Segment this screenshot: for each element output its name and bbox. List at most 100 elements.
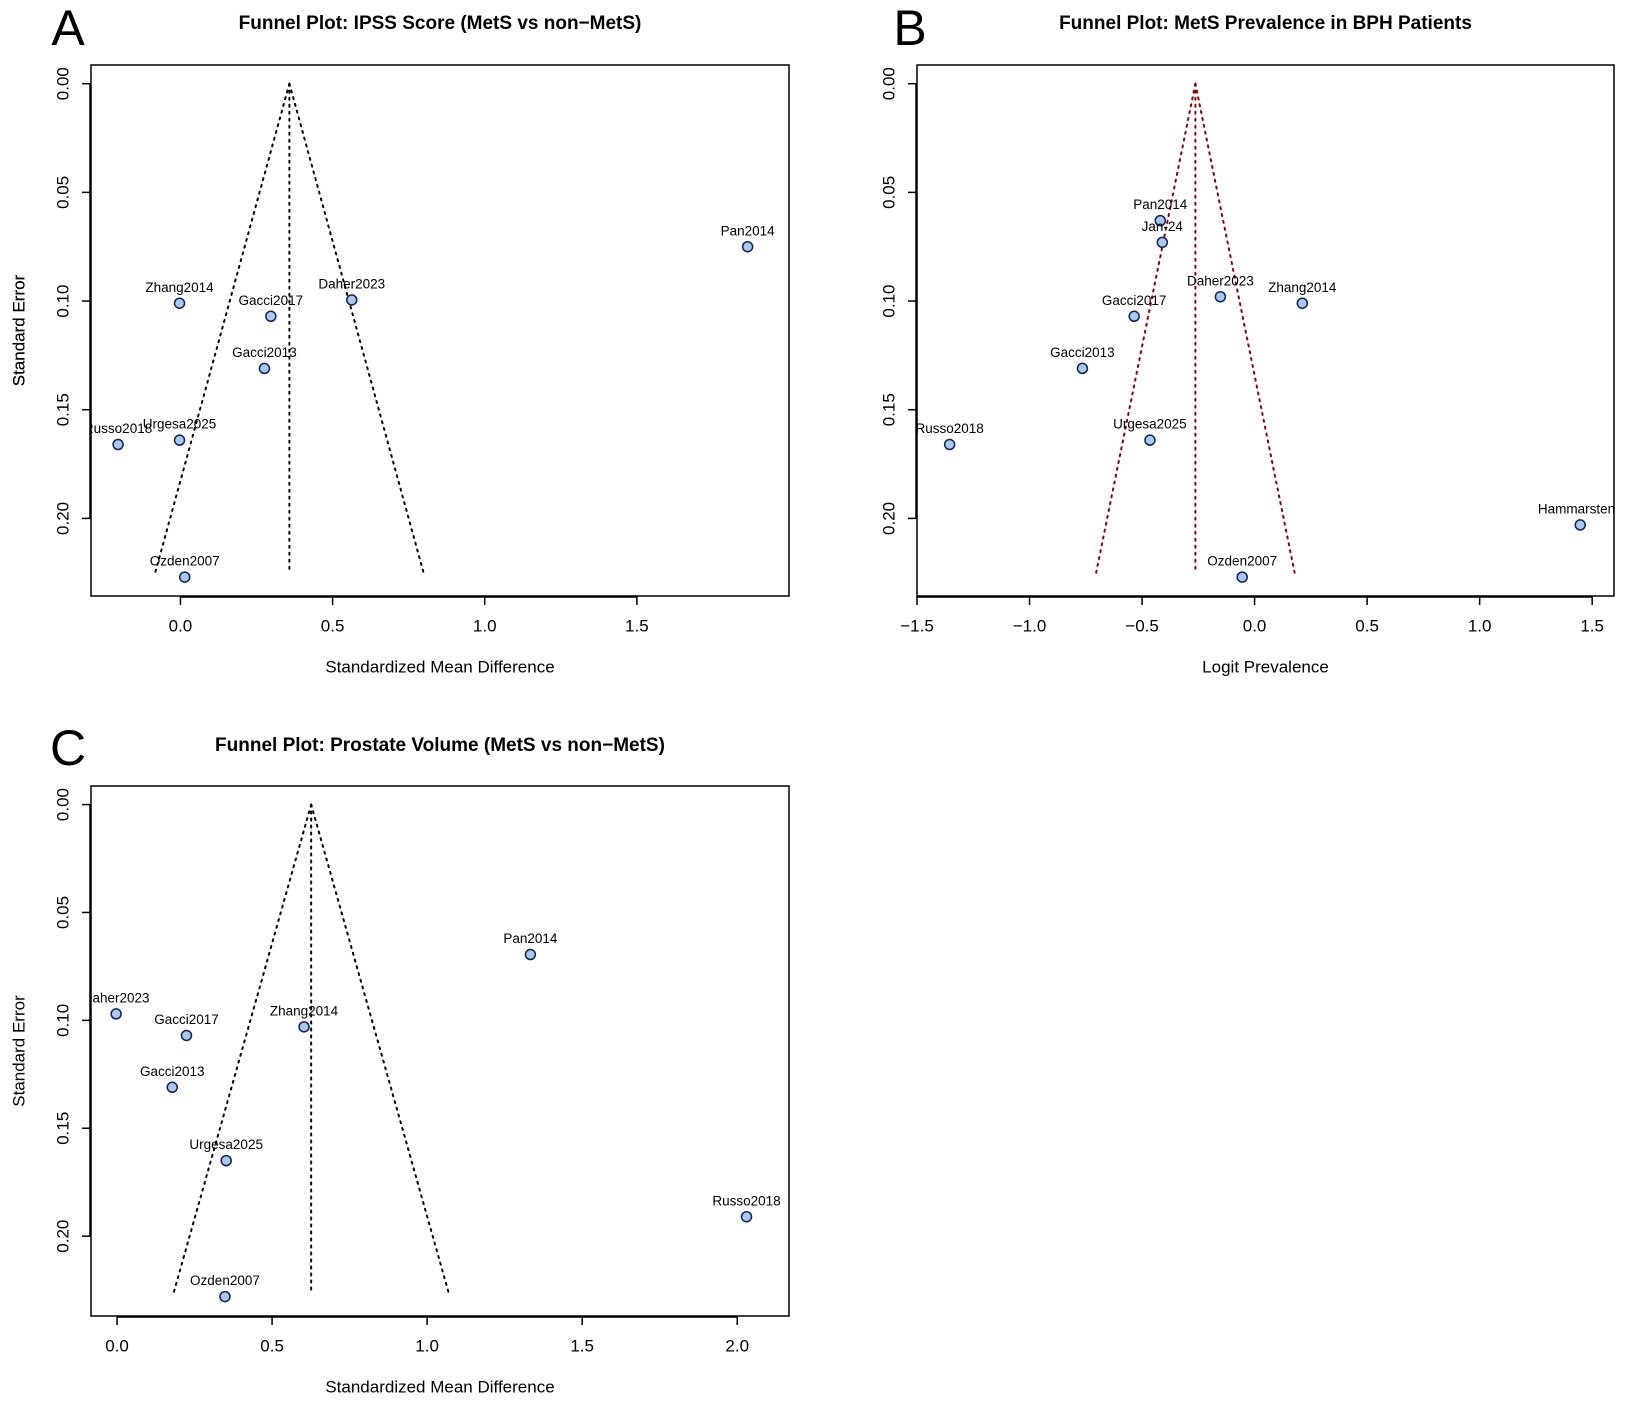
plot-frame [90,785,790,1317]
y-tick-label: 0.00 [53,67,72,100]
funnel-left-line [154,82,291,574]
x-tick-label: −1.5 [900,616,934,635]
study-label: Ozden2007 [190,1273,260,1288]
y-tick-label: 0.15 [879,393,898,426]
study-label: Gacci2013 [232,345,297,360]
study-point [220,1154,232,1167]
y-tick-label: 0.20 [53,1220,72,1253]
x-tick-label: 1.0 [415,1336,439,1355]
panel: B Funnel Plot: MetS Prevalence in BPH Pat… [9,0,1623,676]
x-tick-label: 1.5 [570,1336,594,1355]
funnel-right-line [310,803,450,1294]
x-tick-label: 1.0 [1468,616,1492,635]
x-axis-label: Logit Prevalence [1202,657,1329,676]
study-point [298,1021,310,1033]
x-tick-label: 0.5 [321,616,345,635]
study-label: Daher2023 [1187,273,1254,288]
x-tick-label: 0.5 [1355,616,1379,635]
study-point [173,297,186,309]
funnel-left-line [1095,82,1197,574]
points: Pan2014 Zhang2014 Daher2023 Gacci2017 Gacci2… [84,223,775,583]
y-tick-label: 0.10 [53,285,72,318]
x-tick-label: −1.0 [1013,616,1047,635]
study-point [1236,571,1248,583]
panel-letter: B [893,0,926,56]
chart-title: Funnel Plot: Prostate Volume (MetS vs no… [215,735,665,756]
x-axis-label: Standardized Mean Difference [325,1377,554,1396]
study-point [1144,434,1156,446]
y-tick-label: 0.05 [53,896,72,929]
x-tick-label: 0.0 [1243,616,1267,635]
chart-title: Funnel Plot: MetS Prevalence in BPH Pati… [1059,13,1472,34]
study-label: Urgesa2025 [143,417,217,432]
x-tick-label: 1.5 [625,616,649,635]
study-point [1154,214,1167,227]
panel: C Funnel Plot: Prostate Volume (MetS vs n… [9,720,790,1396]
study-point [258,362,271,375]
study-label: Daher2023 [318,277,385,292]
study-point [180,1029,193,1042]
x-tick-label: 2.0 [725,1336,749,1355]
x-tick-label: 1.5 [1580,616,1604,635]
panel-letter: C [50,720,86,776]
study-label: Gacci2013 [1050,345,1115,360]
points: Pan2014 Jan-24 Daher2023 Zhang2014 Gacci2017… [915,197,1623,583]
study-label: Russo2018 [712,1193,780,1208]
study-point [112,438,124,451]
study-label: Hammarsten1 [1538,501,1623,516]
study-label: Gacci2017 [1102,293,1167,308]
y-axis-label: Standard Error [9,274,28,386]
study-label: Urgesa2025 [189,1137,263,1152]
study-point [1156,236,1169,249]
study-label: Russo2018 [915,421,983,436]
study-point [166,1081,178,1094]
study-point [740,1210,753,1223]
study-point [1574,519,1586,531]
study-point [219,1290,231,1303]
study-point [943,438,956,451]
plot-frame [916,64,1615,597]
x-tick-label: 0.0 [169,616,193,635]
y-axis-label: Standard Error [9,995,28,1107]
study-label: Ozden2007 [150,554,220,569]
study-point [741,240,754,253]
panel: A Funnel Plot: IPSS Score (MetS vs non−Me… [9,0,790,676]
x-tick-label: −0.5 [1125,616,1159,635]
study-label: Jan-24 [1142,219,1184,234]
study-label: Gacci2017 [154,1012,219,1027]
funnel-right-line [288,82,425,574]
study-label: Daher2023 [83,990,150,1005]
study-label: Urgesa2025 [1113,417,1187,432]
x-tick-label: 0.0 [105,1336,129,1355]
study-point [1076,362,1089,375]
panel-letter: A [51,0,85,56]
study-point [524,948,537,961]
points: Pan2014 Daher2023 Gacci2017 Zhang2014 Gacci2… [83,931,781,1303]
study-point [265,310,277,323]
funnel-left-line [172,803,313,1294]
funnel-right-line [1194,82,1296,574]
study-label: Pan2014 [1133,197,1188,212]
y-tick-label: 0.00 [879,67,898,100]
study-label: Russo2018 [84,421,152,436]
study-point [1128,310,1140,323]
y-tick-label: 0.20 [879,502,898,535]
study-point [110,1008,122,1020]
study-label: Zhang2014 [145,280,214,295]
y-tick-label: 0.20 [53,502,72,535]
study-point [173,434,186,446]
study-point [346,294,358,306]
study-label: Ozden2007 [1207,554,1277,569]
study-point [178,571,191,583]
study-label: Gacci2013 [140,1064,205,1079]
chart-title: Funnel Plot: IPSS Score (MetS vs non−Met… [239,13,642,34]
study-point [1296,297,1309,309]
y-axis-label: Standard Error [9,274,28,386]
y-tick-label: 0.05 [879,176,898,209]
study-point [1214,290,1227,303]
y-tick-label: 0.10 [53,1004,72,1037]
y-tick-label: 0.05 [53,176,72,209]
y-tick-label: 0.10 [879,285,898,318]
y-tick-label: 0.15 [53,1112,72,1145]
